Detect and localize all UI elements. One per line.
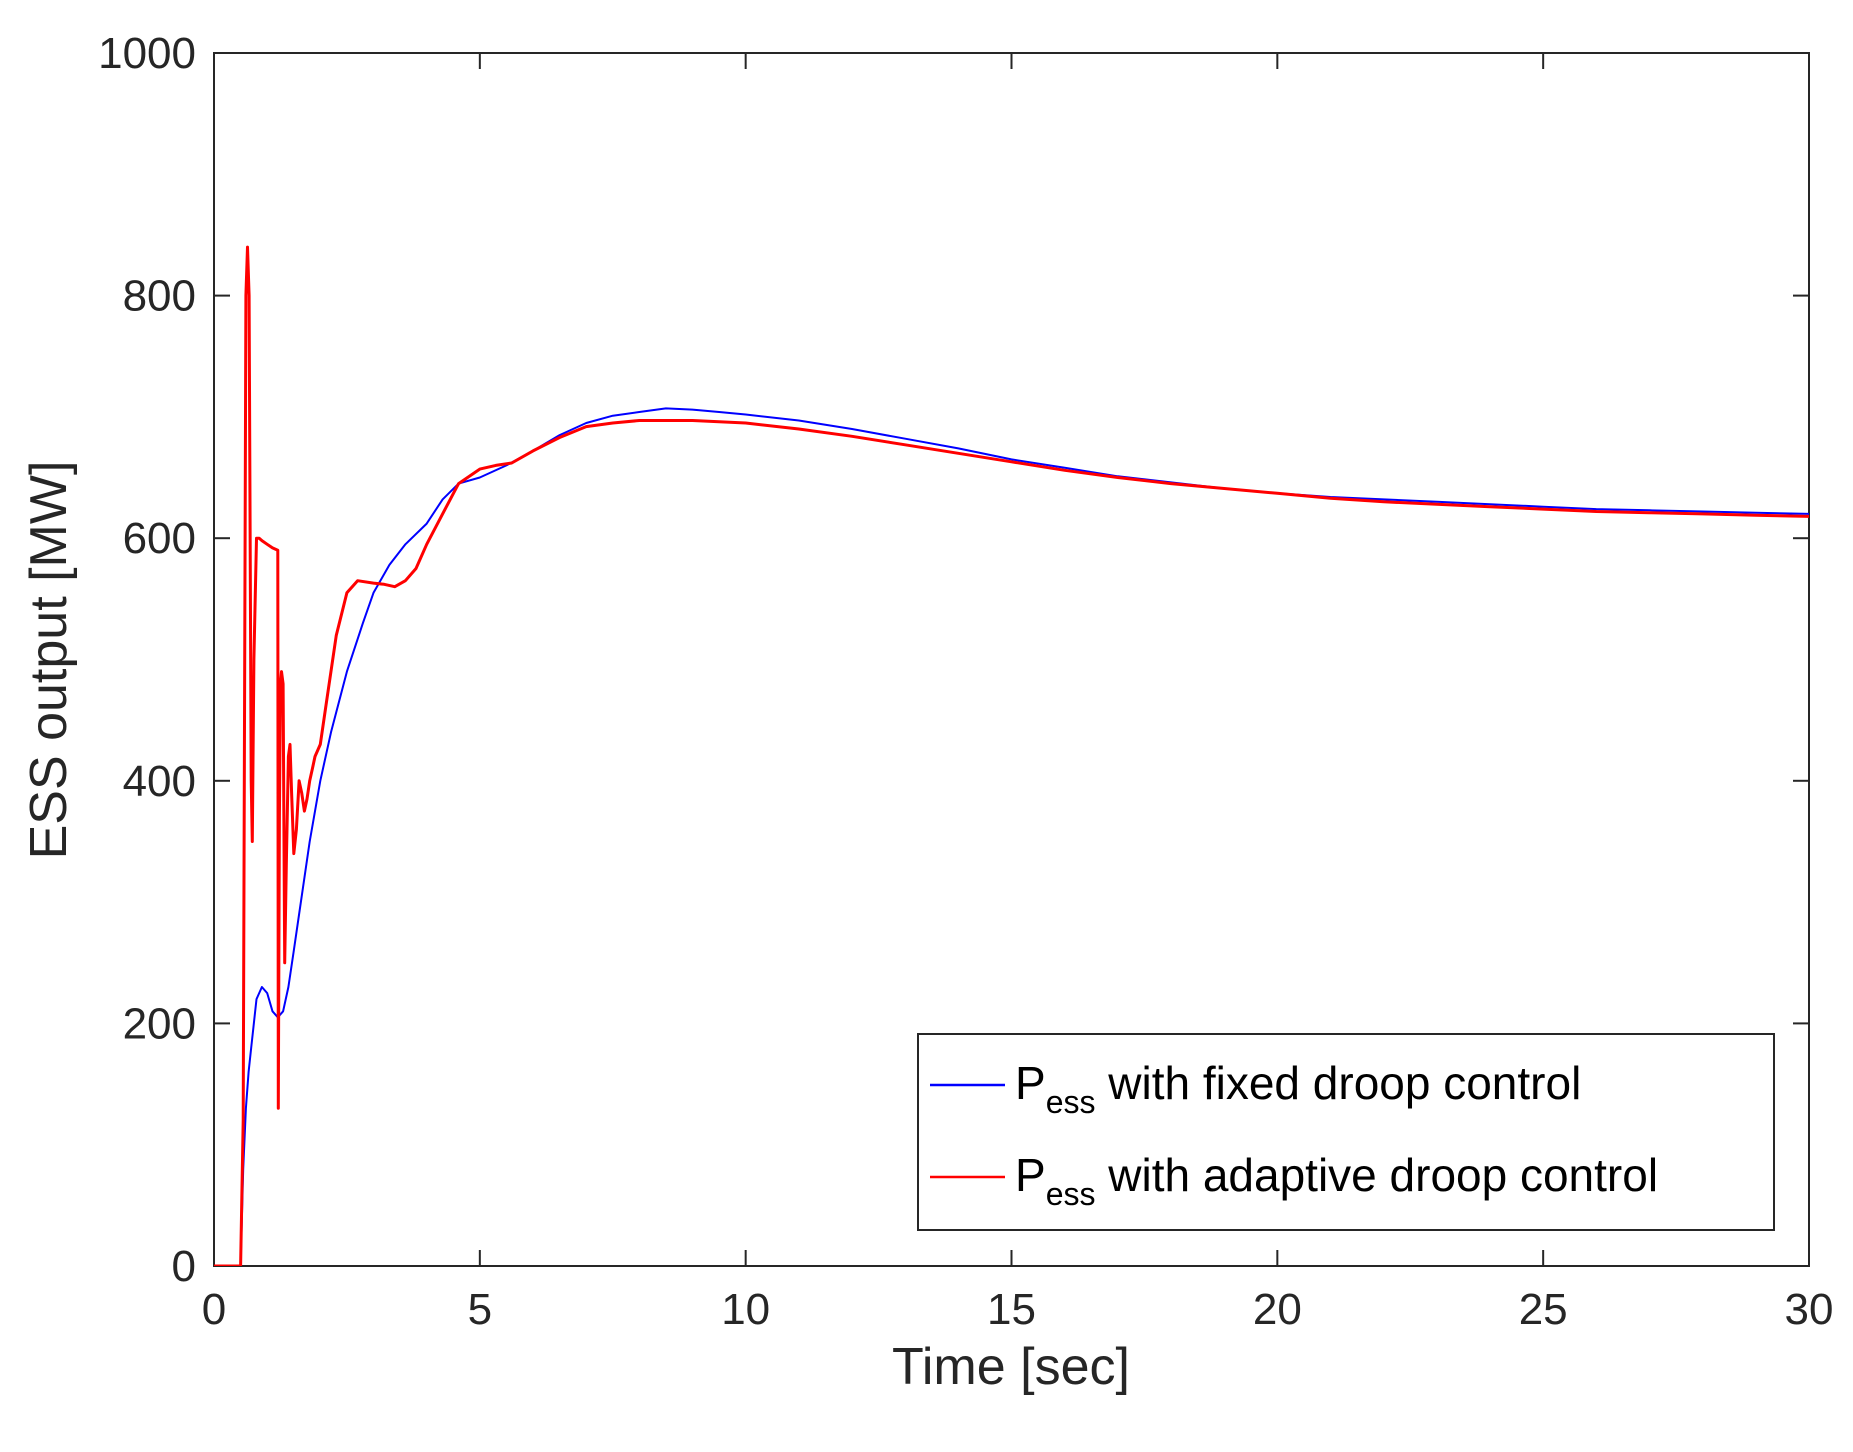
y-axis-title: ESS output [MW] — [20, 461, 78, 860]
y-tick-label: 600 — [123, 514, 196, 563]
axis-ticks — [213, 52, 1810, 1267]
y-tick-label: 800 — [123, 272, 196, 321]
series-line-adaptive-droop — [214, 245, 1809, 1266]
legend-label-adaptive-main: P — [1015, 1149, 1046, 1201]
legend-label-fixed: Pess with fixed droop control — [1015, 1057, 1581, 1120]
x-axis-title: Time [sec] — [892, 1338, 1130, 1396]
legend-label-adaptive: Pess with adaptive droop control — [1015, 1149, 1658, 1212]
legend-label-fixed-main: P — [1015, 1057, 1046, 1109]
series-layer — [214, 245, 1809, 1266]
legend: Pess with fixed droop control Pess with … — [917, 1033, 1775, 1231]
y-tick-label: 0 — [172, 1242, 196, 1291]
y-tick-label: 200 — [123, 999, 196, 1048]
x-tick-label: 0 — [202, 1285, 226, 1334]
legend-label-fixed-sub: ess — [1046, 1084, 1096, 1120]
legend-label-adaptive-rest: with adaptive droop control — [1095, 1149, 1658, 1201]
x-tick-label: 15 — [987, 1285, 1036, 1334]
x-tick-label: 10 — [721, 1285, 770, 1334]
y-tick-label: 400 — [123, 757, 196, 806]
x-tick-label: 20 — [1253, 1285, 1302, 1334]
x-tick-label: 30 — [1785, 1285, 1834, 1334]
legend-label-fixed-rest: with fixed droop control — [1095, 1057, 1581, 1109]
y-tick-label: 1000 — [98, 29, 196, 78]
x-tick-label: 5 — [468, 1285, 492, 1334]
legend-label-adaptive-sub: ess — [1046, 1176, 1096, 1212]
tick-labels: 0 5 10 15 20 25 30 0 200 400 600 800 1000 — [98, 29, 1833, 1334]
legend-box — [917, 1033, 1775, 1231]
x-tick-label: 25 — [1519, 1285, 1568, 1334]
